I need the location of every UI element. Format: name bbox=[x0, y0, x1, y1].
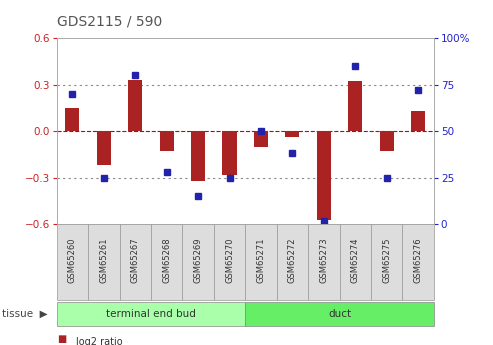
Bar bbox=[277, 224, 308, 300]
Text: duct: duct bbox=[328, 309, 351, 319]
Bar bbox=[97, 131, 111, 165]
Text: GSM65276: GSM65276 bbox=[414, 238, 423, 284]
Text: ■: ■ bbox=[57, 334, 66, 344]
Text: GSM65267: GSM65267 bbox=[131, 238, 140, 284]
Bar bbox=[222, 131, 237, 175]
Bar bbox=[411, 111, 425, 131]
Text: GSM65269: GSM65269 bbox=[194, 238, 203, 284]
Bar bbox=[371, 224, 402, 300]
Text: GSM65272: GSM65272 bbox=[288, 238, 297, 284]
Bar bbox=[402, 224, 434, 300]
Text: GSM65275: GSM65275 bbox=[382, 238, 391, 284]
Text: GSM65260: GSM65260 bbox=[68, 238, 77, 284]
Text: log2 ratio: log2 ratio bbox=[76, 337, 123, 345]
Text: GSM65261: GSM65261 bbox=[99, 238, 108, 284]
Bar bbox=[191, 131, 205, 181]
Bar bbox=[348, 81, 362, 131]
Bar bbox=[119, 224, 151, 300]
Bar bbox=[214, 224, 246, 300]
Bar bbox=[66, 108, 79, 131]
Bar bbox=[380, 131, 394, 151]
Bar bbox=[160, 131, 174, 151]
Text: GSM65273: GSM65273 bbox=[319, 238, 328, 284]
Text: GSM65268: GSM65268 bbox=[162, 238, 171, 284]
Bar bbox=[182, 224, 214, 300]
Text: GDS2115 / 590: GDS2115 / 590 bbox=[57, 15, 162, 29]
Bar bbox=[88, 224, 119, 300]
Bar bbox=[254, 131, 268, 147]
Bar bbox=[317, 131, 331, 220]
Text: GSM65271: GSM65271 bbox=[256, 238, 266, 284]
Text: GSM65270: GSM65270 bbox=[225, 238, 234, 284]
Text: terminal end bud: terminal end bud bbox=[106, 309, 196, 319]
Text: tissue  ▶: tissue ▶ bbox=[2, 309, 48, 319]
Bar bbox=[308, 224, 340, 300]
Bar bbox=[128, 80, 142, 131]
Bar bbox=[57, 302, 245, 326]
Bar bbox=[340, 224, 371, 300]
Bar bbox=[151, 224, 182, 300]
Bar bbox=[285, 131, 299, 137]
Text: GSM65274: GSM65274 bbox=[351, 238, 360, 284]
Bar bbox=[57, 224, 88, 300]
Bar bbox=[245, 302, 434, 326]
Bar bbox=[245, 224, 277, 300]
